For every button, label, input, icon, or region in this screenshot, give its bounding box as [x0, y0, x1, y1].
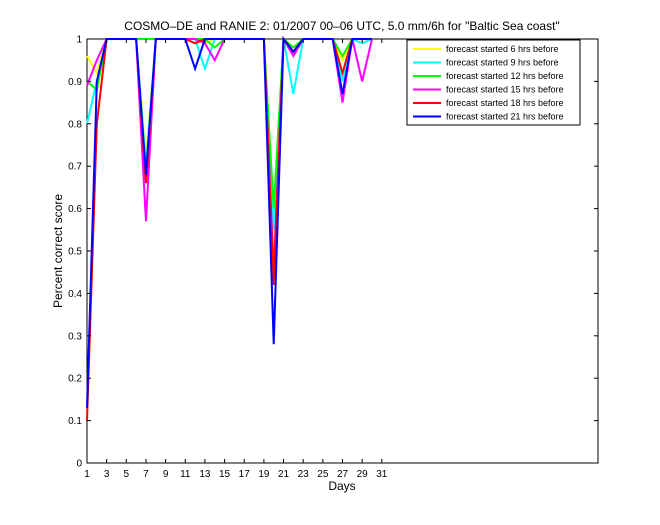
x-tick-label: 13: [199, 469, 211, 480]
y-tick-label: 0: [76, 459, 82, 470]
y-tick-label: 0.5: [68, 247, 82, 258]
legend-label-6: forecast started 21 hrs before: [446, 112, 564, 122]
legend-label-4: forecast started 15 hrs before: [446, 85, 564, 95]
x-tick-label: 29: [357, 469, 369, 480]
x-tick-label: 11: [180, 469, 191, 480]
y-tick-label: 1: [76, 35, 82, 46]
legend: forecast started 6 hrs before forecast st…: [406, 39, 581, 126]
chart-title: COSMO–DE and RANIE 2: 01/2007 00–06 UTC,…: [124, 19, 559, 33]
x-axis-title: Days: [328, 479, 355, 493]
y-tick-label: 0.7: [68, 162, 82, 173]
y-tick-label: 0.9: [68, 77, 82, 88]
y-tick-label: 0.3: [68, 331, 82, 342]
y-tick-label: 0.4: [68, 289, 82, 300]
x-tick-label: 23: [298, 469, 310, 480]
x-tick-label: 5: [124, 469, 130, 480]
legend-label-2: forecast started 9 hrs before: [446, 58, 559, 68]
x-axis: 1 3 5 7 9 11 13 15 17 19 21 23 25 27 29 31: [84, 39, 388, 480]
x-tick-label: 1: [84, 469, 90, 480]
x-tick-label: 31: [376, 469, 388, 480]
y-axis: 0 0.1 0.2 0.3 0.4 0.5 0.6 0.7 0.8 0.9 1: [68, 35, 598, 470]
y-tick-label: 0.6: [68, 204, 82, 215]
legend-box: [406, 39, 581, 126]
x-tick-label: 17: [239, 469, 251, 480]
series-layer: [86, 35, 373, 421]
legend-label-5: forecast started 18 hrs before: [446, 98, 564, 108]
series-line-6: [86, 36, 372, 408]
y-axis-title: Percent correct score: [51, 194, 65, 308]
y-tick-label: 0.2: [68, 374, 82, 385]
x-tick-label: 25: [317, 469, 329, 480]
y-tick-label: 0.8: [68, 119, 82, 130]
x-tick-label: 7: [143, 469, 149, 480]
legend-label-1: forecast started 6 hrs before: [446, 44, 559, 54]
x-tick-label: 3: [104, 469, 110, 480]
y-tick-label: 0.1: [68, 416, 82, 427]
x-tick-label: 15: [219, 469, 231, 480]
x-tick-label: 9: [163, 469, 169, 480]
x-tick-label: 21: [278, 469, 290, 480]
legend-label-3: forecast started 12 hrs before: [446, 71, 564, 81]
x-tick-label: 27: [337, 469, 349, 480]
x-tick-label: 19: [258, 469, 270, 480]
